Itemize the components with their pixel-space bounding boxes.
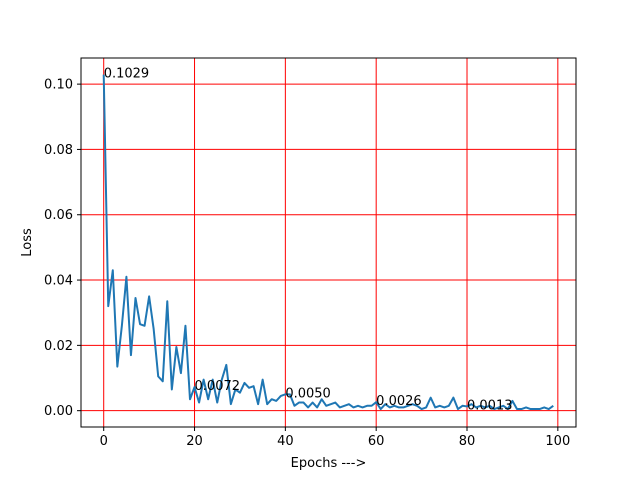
data-label: 0.0026 (376, 394, 422, 409)
x-axis-ticks: 0 20 40 60 80 100 (100, 427, 570, 449)
x-tick-label: 100 (545, 434, 570, 449)
y-tick-label: 0.00 (44, 404, 73, 419)
x-tick-label: 80 (459, 434, 476, 449)
x-tick-label: 0 (100, 434, 108, 449)
y-tick-label: 0.02 (44, 339, 73, 354)
y-tick-label: 0.10 (44, 78, 73, 93)
annotations-layer: 0.1029 0.0072 0.0050 0.0026 0.0013 (104, 67, 513, 414)
data-label: 0.0050 (285, 386, 331, 401)
series-layer (102, 74, 554, 411)
data-label: 0.0013 (467, 398, 512, 413)
loss-line (102, 74, 554, 411)
y-tick-label: 0.04 (44, 274, 73, 289)
y-tick-label: 0.06 (44, 208, 73, 223)
data-label: 0.1029 (104, 67, 150, 82)
x-tick-label: 40 (277, 434, 294, 449)
grid (81, 58, 576, 427)
x-tick-label: 20 (186, 434, 203, 449)
x-axis-label: Epochs ---> (291, 456, 367, 471)
x-tick-label: 60 (368, 434, 385, 449)
y-axis-label: Loss (20, 228, 35, 257)
y-tick-label: 0.08 (44, 143, 73, 158)
y-axis-ticks: 0.00 0.02 0.04 0.06 0.08 0.10 (44, 78, 81, 419)
axes-frame (80, 57, 577, 428)
data-label: 0.0072 (195, 379, 241, 394)
